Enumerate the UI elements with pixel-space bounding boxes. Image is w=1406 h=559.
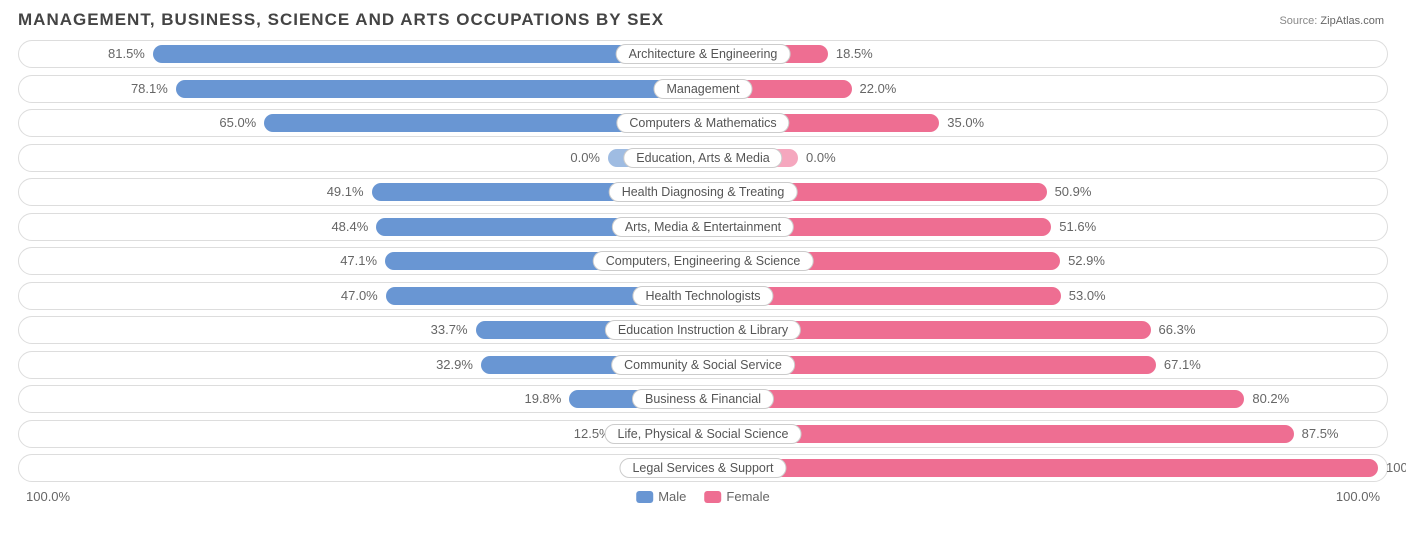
value-label-male: 0.0% [570, 150, 600, 165]
value-label-female: 0.0% [806, 150, 836, 165]
value-label-female: 35.0% [947, 115, 984, 130]
category-pill: Health Technologists [632, 286, 773, 306]
category-pill: Health Diagnosing & Treating [609, 182, 798, 202]
category-pill: Business & Financial [632, 389, 774, 409]
chart-row: 65.0% 35.0% Computers & Mathematics [18, 109, 1388, 137]
bar-female [703, 390, 1244, 408]
chart-row: 48.4% 51.6% Arts, Media & Entertainment [18, 213, 1388, 241]
value-label-female: 53.0% [1069, 288, 1106, 303]
chart-row: 81.5% 18.5% Architecture & Engineering [18, 40, 1388, 68]
legend-male: Male [636, 489, 686, 504]
chart-row: 47.0% 53.0% Health Technologists [18, 282, 1388, 310]
chart-row: 0.0%100.0%Legal Services & Support [18, 454, 1388, 482]
legend-female: Female [704, 489, 769, 504]
axis-tick-left: 100.0% [26, 489, 70, 504]
value-label-male: 49.1% [327, 184, 364, 199]
chart-row: 47.1% 52.9% Computers, Engineering & Scien… [18, 247, 1388, 275]
value-label-male: 32.9% [436, 357, 473, 372]
source-value: ZipAtlas.com [1320, 15, 1384, 27]
bar-female [703, 459, 1378, 477]
bar-male [176, 80, 703, 98]
value-label-male: 33.7% [431, 322, 468, 337]
axis-tick-right: 100.0% [1336, 489, 1380, 504]
category-pill: Computers, Engineering & Science [593, 251, 814, 271]
chart-row: 49.1% 50.9% Health Diagnosing & Treating [18, 178, 1388, 206]
value-label-male: 47.1% [340, 253, 377, 268]
category-pill: Community & Social Service [611, 355, 795, 375]
value-label-female: 66.3% [1159, 322, 1196, 337]
value-label-male: 81.5% [108, 46, 145, 61]
chart-row: 12.5%87.5%Life, Physical & Social Scienc… [18, 420, 1388, 448]
chart-container: Management, Business, Science and Arts O… [0, 0, 1406, 559]
chart-row: 33.7% 66.3% Education Instruction & Librar… [18, 316, 1388, 344]
value-label-female: 52.9% [1068, 253, 1105, 268]
value-label-male: 78.1% [131, 81, 168, 96]
value-label-female: 51.6% [1059, 219, 1096, 234]
category-pill: Education Instruction & Library [605, 320, 801, 340]
x-axis: 100.0% 100.0% Male Female [18, 489, 1388, 509]
category-pill: Education, Arts & Media [623, 148, 782, 168]
chart-row: 32.9% 67.1% Community & Social Service [18, 351, 1388, 379]
chart-row: 78.1% 22.0% Management [18, 75, 1388, 103]
category-pill: Management [654, 79, 753, 99]
value-label-male: 48.4% [331, 219, 368, 234]
value-label-female: 50.9% [1055, 184, 1092, 199]
chart-row: 0.0% 0.0% Education, Arts & Media [18, 144, 1388, 172]
category-pill: Arts, Media & Entertainment [612, 217, 794, 237]
value-label-male: 19.8% [524, 391, 561, 406]
value-label-female: 80.2% [1252, 391, 1289, 406]
value-label-female: 22.0% [860, 81, 897, 96]
category-pill: Architecture & Engineering [616, 44, 791, 64]
legend-label-female: Female [726, 489, 769, 504]
value-label-male: 47.0% [341, 288, 378, 303]
source-label: Source: [1279, 15, 1317, 27]
legend-swatch-female [704, 491, 721, 503]
chart-row: 19.8% 80.2% Business & Financial [18, 385, 1388, 413]
value-label-female: 18.5% [836, 46, 873, 61]
legend-label-male: Male [658, 489, 686, 504]
category-pill: Life, Physical & Social Science [605, 424, 802, 444]
category-pill: Legal Services & Support [619, 458, 786, 478]
value-label-female: 87.5% [1302, 426, 1339, 441]
value-label-female: 67.1% [1164, 357, 1201, 372]
value-label-female: 100.0% [1386, 460, 1406, 475]
source-attribution: Source: ZipAtlas.com [1279, 14, 1384, 28]
chart-rows: 81.5% 18.5% Architecture & Engineering 78.1… [18, 40, 1388, 482]
chart-title: Management, Business, Science and Arts O… [18, 10, 1388, 30]
legend-swatch-male [636, 491, 653, 503]
category-pill: Computers & Mathematics [616, 113, 789, 133]
value-label-male: 65.0% [219, 115, 256, 130]
legend: Male Female [636, 489, 770, 504]
